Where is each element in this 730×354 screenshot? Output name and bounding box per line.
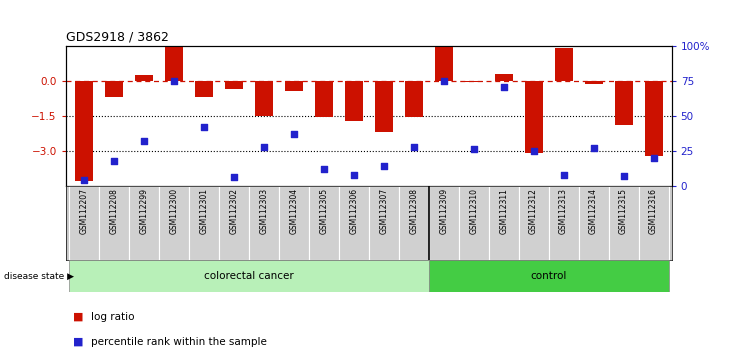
Text: GSM112299: GSM112299: [139, 188, 148, 234]
Point: [588, 145, 599, 151]
Bar: [495, 74, 512, 81]
Bar: [549, 186, 579, 260]
Text: GSM112208: GSM112208: [110, 188, 118, 234]
Point: [228, 175, 239, 180]
Bar: [429, 260, 669, 292]
Bar: [458, 186, 488, 260]
Point: [378, 164, 390, 169]
Text: GSM112315: GSM112315: [619, 188, 628, 234]
Text: GSM112302: GSM112302: [229, 188, 238, 234]
Bar: [525, 81, 542, 153]
Point: [258, 144, 269, 149]
Text: ■: ■: [73, 337, 87, 347]
Bar: [195, 81, 212, 97]
Point: [168, 78, 180, 84]
Text: GSM112312: GSM112312: [529, 188, 538, 234]
Bar: [69, 260, 429, 292]
Bar: [609, 186, 639, 260]
Point: [528, 148, 539, 154]
Point: [408, 144, 420, 149]
Text: GSM112313: GSM112313: [559, 188, 568, 234]
Bar: [249, 186, 279, 260]
Text: percentile rank within the sample: percentile rank within the sample: [91, 337, 267, 347]
Point: [78, 177, 90, 183]
Bar: [434, 47, 453, 81]
Text: GSM112207: GSM112207: [79, 188, 88, 234]
Point: [468, 147, 480, 152]
Bar: [219, 186, 249, 260]
Bar: [99, 186, 128, 260]
Text: GDS2918 / 3862: GDS2918 / 3862: [66, 30, 169, 44]
Bar: [639, 186, 669, 260]
Text: GSM112304: GSM112304: [289, 188, 298, 234]
Bar: [128, 186, 158, 260]
Text: GSM112300: GSM112300: [169, 188, 178, 234]
Text: GSM112307: GSM112307: [379, 188, 388, 234]
Bar: [188, 186, 219, 260]
Text: GSM112311: GSM112311: [499, 188, 508, 234]
Text: GSM112316: GSM112316: [649, 188, 658, 234]
Text: GSM112301: GSM112301: [199, 188, 208, 234]
Point: [347, 172, 359, 177]
Text: GSM112305: GSM112305: [319, 188, 328, 234]
Text: control: control: [531, 271, 566, 281]
Bar: [165, 46, 182, 81]
Bar: [404, 81, 423, 117]
Point: [318, 166, 329, 172]
Bar: [464, 81, 483, 82]
Point: [648, 155, 659, 161]
Bar: [555, 48, 572, 81]
Bar: [585, 81, 602, 85]
Bar: [374, 81, 393, 132]
Point: [498, 84, 510, 90]
Bar: [518, 186, 549, 260]
Bar: [104, 81, 123, 97]
Point: [558, 172, 569, 177]
Bar: [74, 81, 93, 181]
Text: disease state ▶: disease state ▶: [4, 272, 74, 281]
Point: [288, 131, 299, 137]
Bar: [135, 75, 153, 81]
Bar: [645, 81, 663, 155]
Bar: [158, 186, 188, 260]
Bar: [429, 186, 458, 260]
Bar: [345, 81, 363, 121]
Text: GSM112306: GSM112306: [349, 188, 358, 234]
Text: GSM112308: GSM112308: [409, 188, 418, 234]
Bar: [579, 186, 609, 260]
Bar: [285, 81, 303, 91]
Text: GSM112314: GSM112314: [589, 188, 598, 234]
Text: log ratio: log ratio: [91, 312, 135, 322]
Text: GSM112303: GSM112303: [259, 188, 268, 234]
Text: colorectal cancer: colorectal cancer: [204, 271, 293, 281]
Bar: [615, 81, 633, 125]
Bar: [369, 186, 399, 260]
Text: GSM112309: GSM112309: [439, 188, 448, 234]
Text: ■: ■: [73, 312, 87, 322]
Bar: [488, 186, 518, 260]
Point: [138, 138, 150, 144]
Text: GSM112310: GSM112310: [469, 188, 478, 234]
Point: [198, 124, 210, 130]
Bar: [309, 186, 339, 260]
Bar: [339, 186, 369, 260]
Bar: [69, 186, 99, 260]
Bar: [399, 186, 429, 260]
Bar: [279, 186, 309, 260]
Bar: [315, 81, 333, 117]
Point: [438, 78, 450, 84]
Bar: [225, 81, 242, 89]
Point: [618, 173, 629, 179]
Bar: [255, 81, 273, 116]
Point: [108, 158, 120, 164]
